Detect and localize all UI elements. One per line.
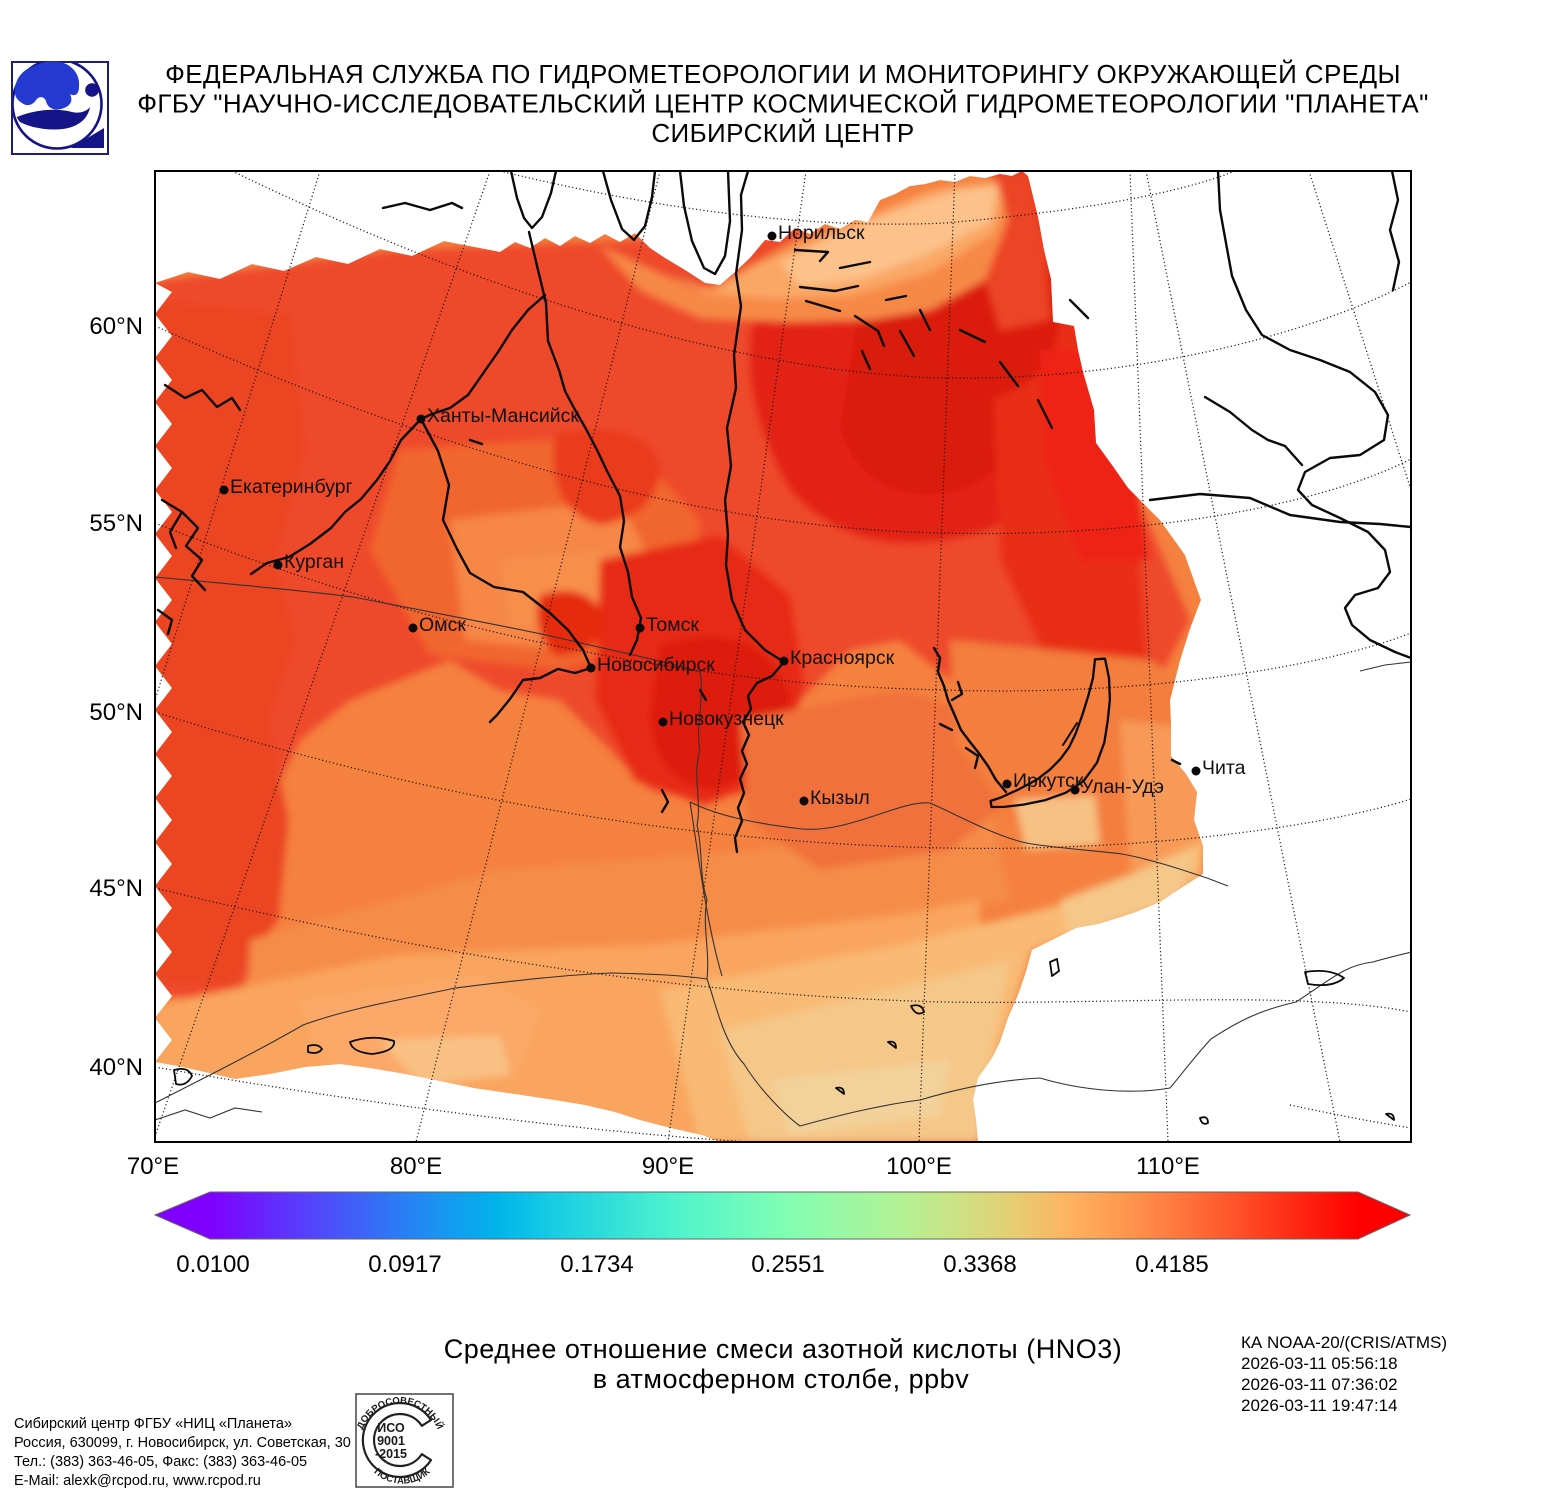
svg-text:2026-03-11 07:36:02: 2026-03-11 07:36:02 xyxy=(1241,1375,1398,1394)
svg-text:0.2551: 0.2551 xyxy=(751,1251,824,1278)
svg-text:Новокузнецк: Новокузнецк xyxy=(669,708,784,730)
svg-text:60°N: 60°N xyxy=(89,313,143,340)
svg-text:2026-03-11 19:47:14: 2026-03-11 19:47:14 xyxy=(1241,1396,1398,1415)
svg-text:Красноярск: Красноярск xyxy=(790,647,895,669)
svg-text:Среднее отношение смеси азотно: Среднее отношение смеси азотной кислоты … xyxy=(444,1334,1122,1364)
svg-text:80°E: 80°E xyxy=(390,1153,442,1180)
svg-text:КА NOAA-20/(CRIS/ATMS): КА NOAA-20/(CRIS/ATMS) xyxy=(1241,1333,1447,1352)
svg-text:45°N: 45°N xyxy=(89,875,143,902)
svg-text:9001: 9001 xyxy=(377,1434,405,1448)
svg-text:55°N: 55°N xyxy=(89,510,143,537)
svg-text:Норильск: Норильск xyxy=(778,222,865,244)
svg-text:0.1734: 0.1734 xyxy=(560,1251,633,1278)
svg-text:ФЕДЕРАЛЬНАЯ СЛУЖБА ПО ГИДРОМЕТ: ФЕДЕРАЛЬНАЯ СЛУЖБА ПО ГИДРОМЕТЕОРОЛОГИИ … xyxy=(165,59,1401,89)
svg-text:0.0100: 0.0100 xyxy=(176,1251,249,1278)
svg-text:Курган: Курган xyxy=(284,551,344,573)
svg-text:Омск: Омск xyxy=(419,614,466,636)
svg-text:E-Mail: alexk@rcpod.ru, www.rc: E-Mail: alexk@rcpod.ru, www.rcpod.ru xyxy=(14,1473,261,1489)
svg-text:Сибирский центр ФГБУ «НИЦ «Пла: Сибирский центр ФГБУ «НИЦ «Планета» xyxy=(14,1416,292,1432)
svg-text:40°N: 40°N xyxy=(89,1054,143,1081)
svg-text:ИСО: ИСО xyxy=(377,1421,405,1435)
svg-text:ФГБУ "НАУЧНО-ИССЛЕДОВАТЕЛЬСКИЙ: ФГБУ "НАУЧНО-ИССЛЕДОВАТЕЛЬСКИЙ ЦЕНТР КОС… xyxy=(137,89,1429,119)
svg-text:Екатеринбург: Екатеринбург xyxy=(230,476,353,498)
svg-text:110°E: 110°E xyxy=(1136,1153,1200,1180)
svg-text:-2015: -2015 xyxy=(375,1447,407,1461)
svg-text:Новосибирск: Новосибирск xyxy=(597,654,715,676)
svg-text:Кызыл: Кызыл xyxy=(810,787,870,809)
svg-text:100°E: 100°E xyxy=(886,1153,952,1180)
svg-text:0.4185: 0.4185 xyxy=(1135,1251,1208,1278)
svg-text:Иркутск: Иркутск xyxy=(1013,770,1084,792)
svg-text:70°E: 70°E xyxy=(127,1153,179,1180)
svg-text:Россия, 630099, г. Новосибирск: Россия, 630099, г. Новосибирск, ул. Сове… xyxy=(14,1435,351,1451)
svg-text:90°E: 90°E xyxy=(642,1153,694,1180)
svg-text:Томск: Томск xyxy=(646,614,699,636)
svg-text:0.0917: 0.0917 xyxy=(368,1251,441,1278)
svg-text:Тел.: (383) 363-46-05, Факс: (: Тел.: (383) 363-46-05, Факс: (383) 363-4… xyxy=(14,1454,307,1470)
svg-text:Улан-Удэ: Улан-Удэ xyxy=(1081,776,1164,798)
svg-text:0.3368: 0.3368 xyxy=(943,1251,1016,1278)
svg-text:Чита: Чита xyxy=(1202,757,1246,779)
svg-text:Ханты-Мансийск: Ханты-Мансийск xyxy=(427,405,579,427)
svg-text:2026-03-11 05:56:18: 2026-03-11 05:56:18 xyxy=(1241,1354,1398,1373)
svg-text:50°N: 50°N xyxy=(89,699,143,726)
svg-text:СИБИРСКИЙ ЦЕНТР: СИБИРСКИЙ ЦЕНТР xyxy=(651,118,914,148)
svg-text:в атмосферном столбе, ppbv: в атмосферном столбе, ppbv xyxy=(593,1364,969,1394)
